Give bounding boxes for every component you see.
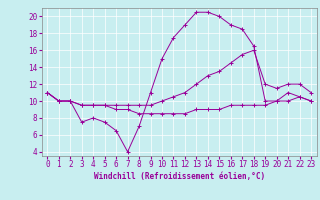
X-axis label: Windchill (Refroidissement éolien,°C): Windchill (Refroidissement éolien,°C) xyxy=(94,172,265,181)
